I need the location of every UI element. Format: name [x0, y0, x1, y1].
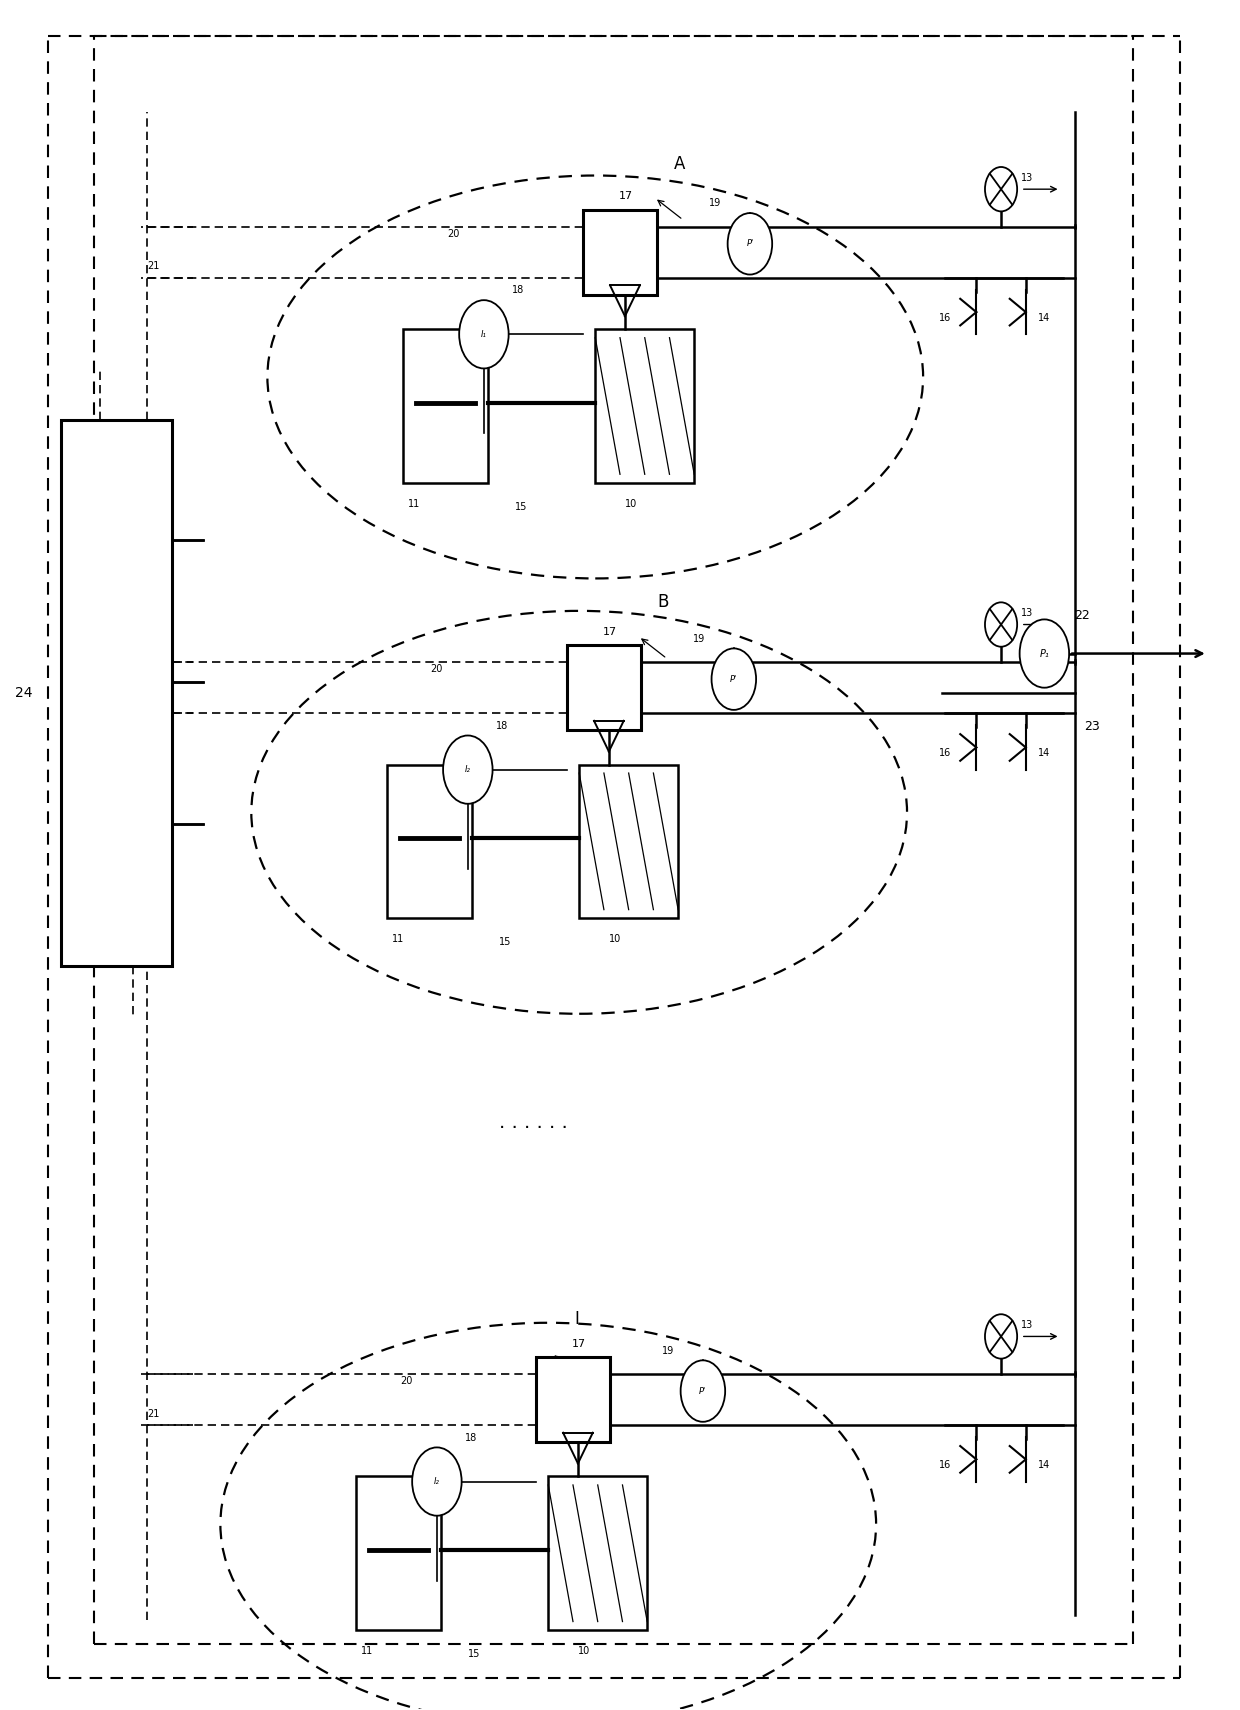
- Circle shape: [985, 602, 1017, 646]
- Text: P': P': [746, 239, 754, 248]
- Text: 11: 11: [392, 934, 404, 944]
- Bar: [356, 1476, 440, 1630]
- Text: 14: 14: [1038, 747, 1050, 758]
- Text: 16: 16: [939, 313, 951, 323]
- Circle shape: [985, 1315, 1017, 1359]
- Text: I: I: [574, 1310, 579, 1329]
- Circle shape: [985, 168, 1017, 212]
- Text: 12: 12: [590, 284, 603, 294]
- Text: 19: 19: [709, 198, 722, 209]
- Circle shape: [681, 1361, 725, 1421]
- Bar: [548, 1476, 647, 1630]
- Text: 21: 21: [148, 1409, 160, 1419]
- Text: 10: 10: [625, 499, 637, 510]
- Text: 17: 17: [572, 1339, 587, 1349]
- Text: P₁: P₁: [1039, 648, 1049, 658]
- Text: 24: 24: [15, 686, 32, 699]
- Bar: [583, 210, 657, 296]
- Text: · · · · · ·: · · · · · ·: [498, 1118, 568, 1137]
- Text: P': P': [730, 675, 738, 684]
- Text: 20: 20: [446, 229, 459, 239]
- Text: B: B: [657, 593, 670, 612]
- Text: 21: 21: [148, 696, 160, 706]
- Text: 18: 18: [465, 1433, 477, 1443]
- Text: 17: 17: [619, 192, 634, 202]
- Text: 19: 19: [662, 1346, 675, 1356]
- Bar: [579, 764, 678, 918]
- Circle shape: [412, 1447, 461, 1515]
- Text: 15: 15: [467, 1650, 480, 1659]
- Text: I₂: I₂: [434, 1477, 440, 1486]
- Text: 12: 12: [574, 720, 587, 730]
- Text: 16: 16: [939, 747, 951, 758]
- Bar: [387, 764, 471, 918]
- Text: 18: 18: [496, 720, 508, 730]
- Text: 15: 15: [515, 503, 527, 511]
- Text: 13: 13: [1021, 1320, 1033, 1330]
- Text: 18: 18: [512, 286, 525, 296]
- Text: 11: 11: [361, 1647, 373, 1655]
- Circle shape: [1019, 619, 1069, 687]
- Circle shape: [459, 301, 508, 368]
- Bar: [403, 330, 487, 482]
- Text: 23: 23: [1084, 720, 1100, 734]
- Bar: [536, 1358, 610, 1442]
- Text: 14: 14: [1038, 313, 1050, 323]
- Text: 16: 16: [939, 1460, 951, 1471]
- Text: 14: 14: [1038, 1460, 1050, 1471]
- Text: 21: 21: [148, 262, 160, 272]
- Circle shape: [443, 735, 492, 804]
- Text: P': P': [699, 1387, 707, 1395]
- Circle shape: [712, 648, 756, 710]
- Bar: [595, 330, 694, 482]
- Text: 20: 20: [399, 1377, 412, 1387]
- Text: 10: 10: [609, 934, 621, 944]
- Text: 20: 20: [430, 663, 443, 674]
- Bar: [567, 645, 641, 730]
- Text: I₁: I₁: [481, 330, 487, 339]
- Text: 12: 12: [543, 1431, 556, 1442]
- Circle shape: [728, 214, 773, 275]
- Text: A: A: [673, 154, 684, 173]
- Text: 10: 10: [578, 1647, 590, 1655]
- Bar: [61, 419, 172, 966]
- Text: 11: 11: [408, 499, 420, 510]
- Text: 13: 13: [1021, 173, 1033, 183]
- Text: 19: 19: [693, 634, 706, 643]
- Text: 13: 13: [1021, 609, 1033, 617]
- Text: 17: 17: [603, 628, 618, 636]
- Text: 22: 22: [1074, 609, 1090, 622]
- Text: 15: 15: [498, 937, 511, 947]
- Text: I₂: I₂: [465, 764, 471, 775]
